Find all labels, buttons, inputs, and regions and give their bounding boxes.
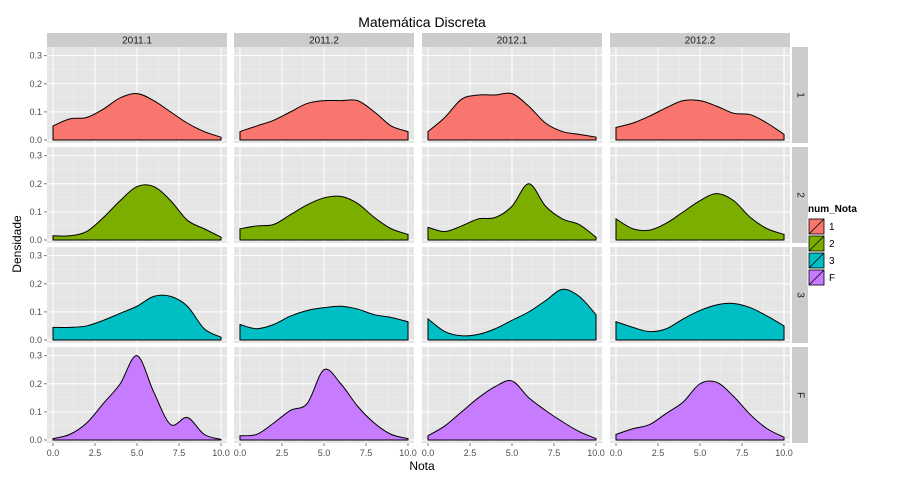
density-area: [615, 380, 785, 441]
panel-2011.2-1: [234, 47, 414, 143]
x-tick-label: 2.5: [464, 448, 477, 458]
x-tick-label: 7.5: [548, 448, 561, 458]
legend: num_Nota 1 2 3 F: [807, 204, 857, 287]
strip-col-label: 2012.1: [497, 36, 528, 47]
y-tick-label: 0.1: [29, 107, 42, 117]
panel-2011.1-1: 0.0 0.1 0.2 0.3: [29, 47, 227, 145]
strip-row-label: 2: [794, 192, 805, 198]
legend-swatch-slash: [808, 269, 825, 286]
x-tick-label: 5.0: [131, 448, 144, 458]
x-tick-label: 0.0: [610, 448, 623, 458]
strip-row-2: [792, 147, 808, 243]
strip-row-1: [792, 47, 808, 143]
y-tick-label: 0.3: [29, 51, 42, 61]
density-area: [427, 183, 597, 241]
density-area: [615, 193, 785, 241]
x-tick-label: 10.0: [212, 448, 230, 458]
y-tick-label: 0.1: [29, 407, 42, 417]
legend-label-2: 2: [829, 239, 835, 250]
panel-2012.1-3: [422, 247, 602, 343]
legend-label-3: 3: [829, 256, 835, 267]
density-area: [615, 99, 785, 141]
strip-col-label: 2012.2: [685, 36, 716, 47]
panel-2011.1-2: 0.0 0.1 0.2 0.3: [29, 147, 227, 245]
y-tick-label: 0.2: [29, 79, 42, 89]
legend-swatch-slash: [808, 235, 825, 252]
legend-label-1: 1: [829, 222, 835, 233]
y-tick-label: 0.1: [29, 307, 42, 317]
panel-2012.2-3: [610, 247, 790, 343]
y-tick-label: 0.2: [29, 379, 42, 389]
x-tick-label: 0.0: [234, 448, 247, 458]
panel-2012.1-1: [422, 47, 602, 143]
legend-swatch-slash: [808, 218, 825, 235]
x-tick-label: 2.5: [652, 448, 665, 458]
x-tick-label: 10.0: [587, 448, 605, 458]
density-area: [427, 92, 597, 141]
density-area: [52, 355, 222, 441]
x-axis-title: Nota: [409, 459, 435, 473]
x-tick-label: 0.0: [47, 448, 60, 458]
strip-col-label: 2011.1: [122, 36, 152, 47]
panel-2011.1-3: 0.0 0.1 0.2 0.3: [29, 247, 227, 345]
facet-grid: 2011.1 2011.2 2012.1 2012.2 1 2 3 F 0.0 0.1 0.2 0.3…: [29, 33, 808, 458]
strip-row-label: F: [794, 392, 805, 398]
density-area: [52, 184, 222, 241]
y-tick-label: 0.3: [29, 351, 42, 361]
panel-2011.2-2: [234, 147, 414, 243]
y-tick-label: 0.0: [29, 235, 42, 245]
legend-title: num_Nota: [808, 204, 857, 215]
y-tick-label: 0.2: [29, 179, 42, 189]
y-tick-label: 0.0: [29, 335, 42, 345]
x-tick-label: 5.0: [318, 448, 331, 458]
x-tick-label: 0.0: [422, 448, 435, 458]
panel-2011.1-F: 0.0 0.1 0.2 0.3 0.0 2.5 5.0 7.5 10.0: [29, 347, 230, 458]
panel-2012.1-2: [422, 147, 602, 243]
strip-col-2012.2: [610, 33, 790, 47]
x-tick-label: 2.5: [89, 448, 102, 458]
x-tick-label: 10.0: [399, 448, 417, 458]
density-area: [427, 288, 597, 341]
strip-row-label: 1: [794, 92, 805, 98]
x-tick-label: 7.5: [360, 448, 373, 458]
x-tick-label: 5.0: [694, 448, 707, 458]
panel-2012.2-F: 0.0 2.5 5.0 7.5 10.0: [610, 347, 793, 458]
density-area: [427, 380, 597, 441]
y-axis-title: Densidade: [10, 215, 24, 273]
density-area: [239, 305, 409, 341]
panel-2012.2-1: [610, 47, 790, 143]
y-tick-label: 0.0: [29, 135, 42, 145]
density-area: [615, 302, 785, 341]
strip-row-F: [792, 347, 808, 443]
y-tick-label: 0.2: [29, 279, 42, 289]
density-area: [239, 368, 409, 441]
strip-col-label: 2011.2: [309, 36, 339, 47]
x-tick-label: 7.5: [736, 448, 749, 458]
density-area: [52, 294, 222, 341]
density-area: [239, 195, 409, 241]
y-tick-label: 0.0: [29, 435, 42, 445]
x-tick-label: 5.0: [506, 448, 519, 458]
x-tick-label: 7.5: [173, 448, 186, 458]
y-tick-label: 0.3: [29, 151, 42, 161]
chart-title: Matemática Discreta: [358, 14, 486, 30]
strip-col-2011.2: [234, 33, 414, 47]
strip-row-3: [792, 247, 808, 343]
legend-label-F: F: [829, 273, 835, 284]
strip-row-label: 3: [794, 292, 805, 298]
strip-col-2011.1: [47, 33, 227, 47]
x-tick-label: 2.5: [276, 448, 289, 458]
panel-2011.2-F: 0.0 2.5 5.0 7.5 10.0: [234, 347, 417, 458]
panel-2011.2-3: [234, 247, 414, 343]
panel-2012.2-2: [610, 147, 790, 243]
legend-swatch-slash: [808, 252, 825, 269]
strip-col-2012.1: [422, 33, 602, 47]
density-area: [239, 99, 409, 141]
y-tick-label: 0.1: [29, 207, 42, 217]
y-tick-label: 0.3: [29, 251, 42, 261]
density-area: [52, 93, 222, 141]
panel-2012.1-F: 0.0 2.5 5.0 7.5 10.0: [422, 347, 605, 458]
x-tick-label: 10.0: [775, 448, 793, 458]
